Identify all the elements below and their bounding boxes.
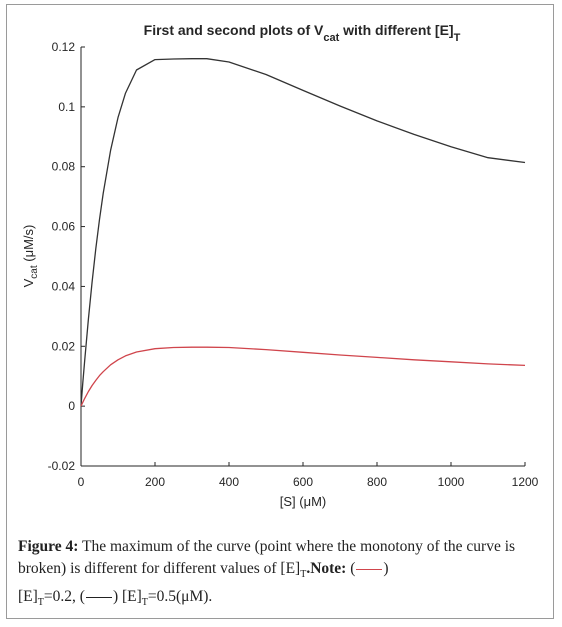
x-tick-label: 600 xyxy=(293,475,313,489)
x-tick-label: 400 xyxy=(219,475,239,489)
legend-black-line xyxy=(85,596,112,598)
x-tick-label: 1000 xyxy=(438,475,465,489)
caption-label: Figure 4: xyxy=(18,538,79,555)
plot-area xyxy=(81,47,525,466)
caption-val2: =0.5(μM). xyxy=(147,588,213,605)
chart: First and second plots of Vcat with diff… xyxy=(21,22,539,509)
y-tick-label: 0.12 xyxy=(52,40,76,54)
y-ticks: -0.02 0 0.02 0.04 0.06 0.08 0.1 0.12 xyxy=(48,40,85,473)
y-axis-label: Vcat (μM/s) xyxy=(21,225,40,288)
caption-open1: ( xyxy=(346,560,356,577)
x-tick-label: 200 xyxy=(145,475,165,489)
x-tick-label: 0 xyxy=(78,475,85,489)
caption-text: The maximum of the curve (point where th… xyxy=(18,538,516,577)
series-line-2 xyxy=(80,346,526,407)
y-tick-label: 0.08 xyxy=(52,160,76,174)
x-ticks: 0 200 400 600 800 1000 1200 xyxy=(78,462,539,489)
caption-close1: ) xyxy=(383,560,389,577)
chart-title: First and second plots of Vcat with diff… xyxy=(144,22,461,44)
caption-val1: =0.2, ( xyxy=(43,588,85,605)
y-tick-label: 0.02 xyxy=(52,339,76,353)
x-tick-label: 1200 xyxy=(512,475,539,489)
figure-caption: Figure 4: The maximum of the curve (poin… xyxy=(18,536,544,614)
caption-e3: [E] xyxy=(118,588,142,605)
caption-sub-t1: T xyxy=(300,569,307,580)
y-tick-label: -0.02 xyxy=(48,459,76,473)
caption-e2: [E] xyxy=(18,588,38,605)
legend-red-line xyxy=(356,568,383,570)
y-tick-label: 0 xyxy=(68,399,75,413)
y-tick-label: 0.04 xyxy=(52,279,76,293)
figure-frame xyxy=(6,4,554,619)
caption-close2: ) xyxy=(112,588,119,605)
series-line-1 xyxy=(80,58,526,407)
y-tick-label: 0.1 xyxy=(58,100,75,114)
x-tick-label: 800 xyxy=(367,475,387,489)
caption-sub-t3: T xyxy=(141,597,148,608)
caption-sub-t2: T xyxy=(37,597,44,608)
series-lines xyxy=(80,58,526,407)
caption-note-label: .Note: xyxy=(306,560,347,577)
y-tick-label: 0.06 xyxy=(52,220,76,234)
x-axis-label: [S] (μM) xyxy=(280,494,326,509)
